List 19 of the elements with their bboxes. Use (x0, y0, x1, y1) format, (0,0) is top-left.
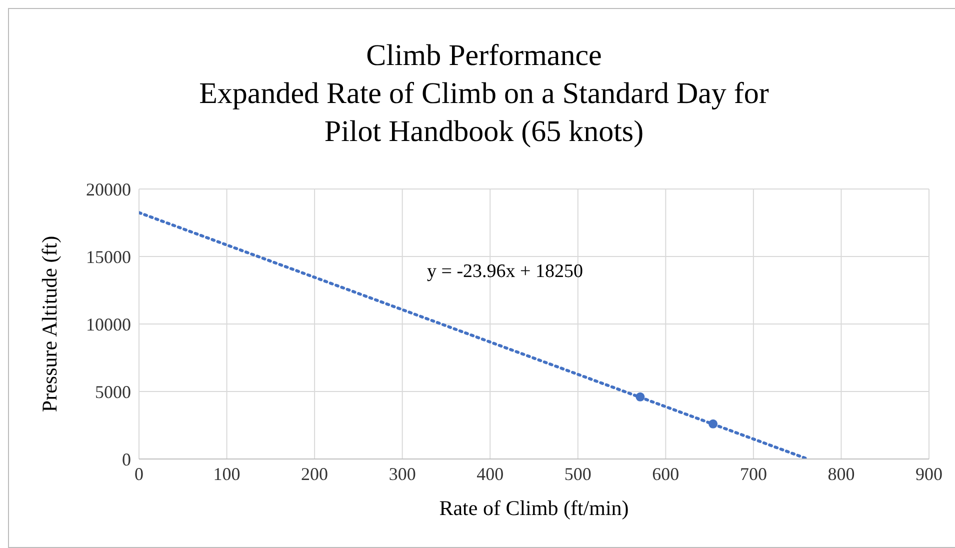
annotation: y = -23.96x + 18250 (427, 261, 584, 283)
x-tick-label: 200 (301, 464, 328, 484)
chart-title: Climb Performance Expanded Rate of Climb on a Standard Day for Pilot Handbook (65 knots) (198, 38, 770, 150)
x-tick-label: 900 (916, 464, 942, 484)
x-tick-label: 0 (134, 464, 144, 484)
y-tick-label: 20000 (86, 179, 131, 200)
y-tick-label: 0 (122, 449, 131, 470)
x-tick-label: 300 (388, 464, 416, 484)
y-tick-label: 5000 (95, 382, 131, 402)
x-tick-label: 500 (564, 464, 592, 484)
x-axis-title: Rate of Climb (ft/min) (439, 496, 629, 520)
y-tick-label: 15000 (86, 246, 131, 267)
y-axis-title: Pressure Altitude (ft) (37, 236, 62, 412)
x-tick-label: 600 (652, 464, 680, 484)
x-tick-label: 400 (476, 464, 504, 484)
y-tick-label: 10000 (86, 314, 131, 334)
x-tick-label: 100 (213, 464, 240, 484)
x-tick-label: 700 (740, 464, 767, 484)
x-tick-label: 800 (828, 464, 855, 484)
